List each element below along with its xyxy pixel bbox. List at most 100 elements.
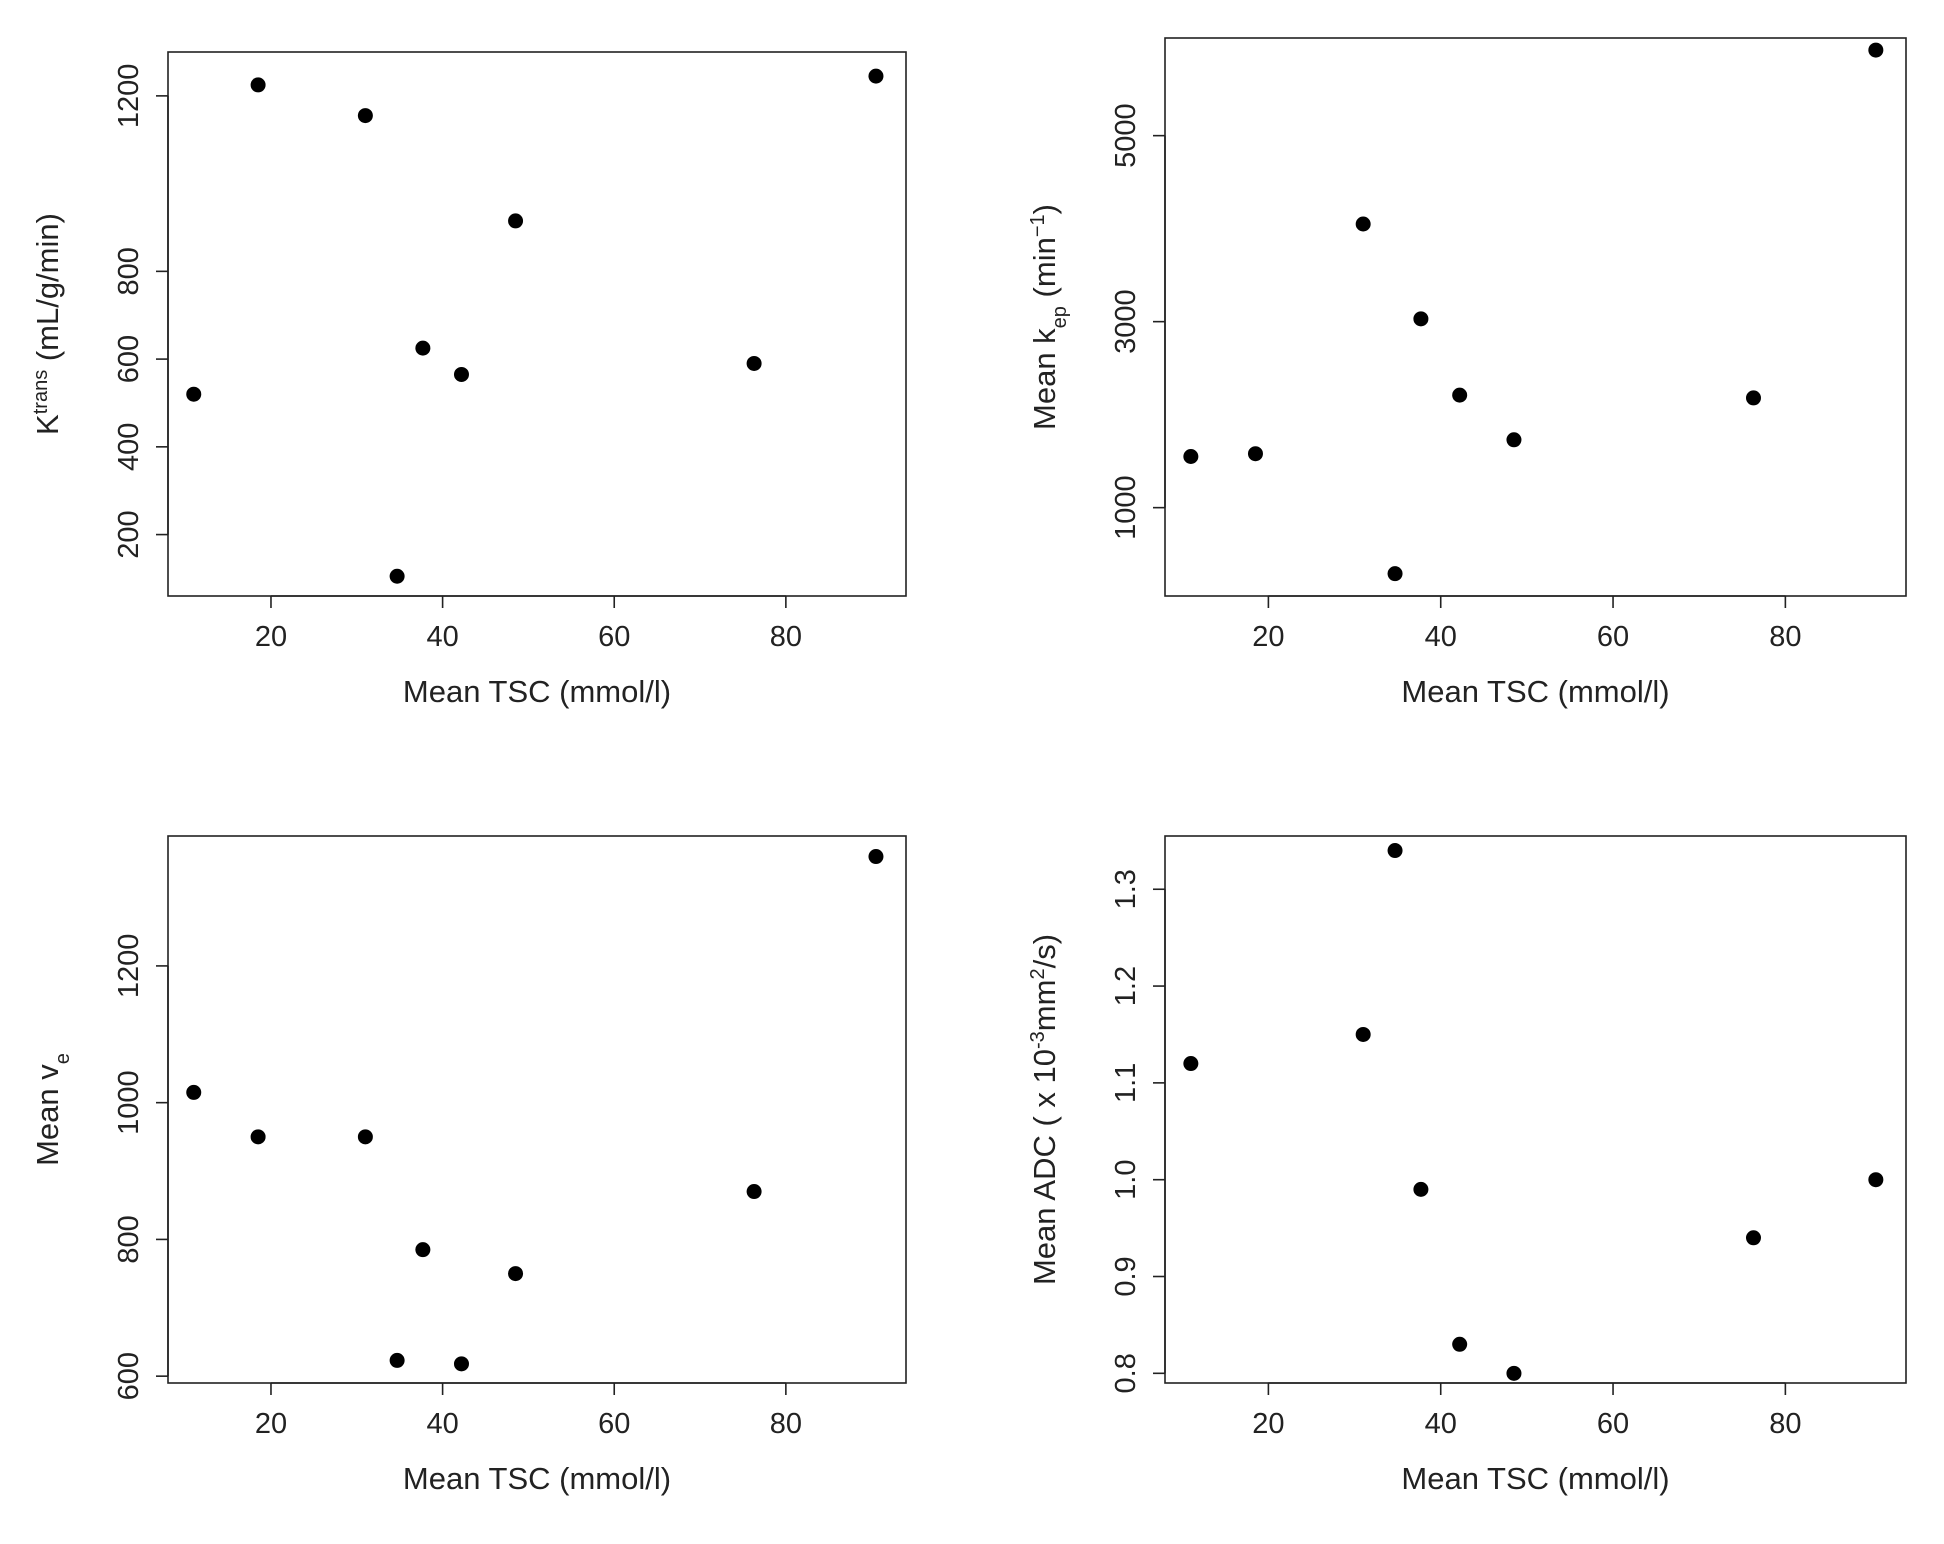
chart-4-x-tick-label: 20 bbox=[1252, 1408, 1284, 1440]
chart-1-y-tick-label: 800 bbox=[113, 247, 145, 295]
chart-3-data-point-3 bbox=[357, 1129, 373, 1145]
chart-2-data-point-9 bbox=[1868, 42, 1884, 58]
chart-2-x-tick-label: 20 bbox=[1252, 621, 1284, 653]
chart-3: 20 40 60 80 600 800 1000 1200 Mean TSC (mmol/l) M… bbox=[30, 835, 907, 1496]
chart-1: 20 40 60 80 200 400 600 800 1200 Mean TSC (mmol/l… bbox=[30, 51, 907, 709]
chart-4-data-point-4 bbox=[1413, 1181, 1429, 1197]
chart-2-data-point-7 bbox=[1506, 432, 1522, 448]
chart-2-x-tick-label: 60 bbox=[1597, 621, 1629, 653]
y-axis-label-part: ) bbox=[1027, 204, 1062, 214]
chart-2-x-axis-label: Mean TSC (mmol/l) bbox=[1401, 674, 1669, 709]
chart-4-plot-frame bbox=[1164, 835, 1907, 1384]
chart-1-data-point-8 bbox=[746, 355, 762, 371]
chart-3-data-point-5 bbox=[415, 1242, 431, 1258]
chart-1-y-tick-label: 400 bbox=[113, 423, 145, 471]
y-axis-label-part: -3 bbox=[1027, 1031, 1049, 1049]
chart-4-x-axis-label: Mean TSC (mmol/l) bbox=[1401, 1461, 1669, 1496]
chart-3-data-point-8 bbox=[746, 1184, 762, 1200]
chart-2-data-point-5 bbox=[1413, 311, 1429, 327]
chart-2-data-point-8 bbox=[1745, 390, 1761, 406]
chart-4-data-point-2 bbox=[1355, 1026, 1371, 1042]
chart-4-x-tick-label: 80 bbox=[1769, 1408, 1801, 1440]
y-axis-label-part: e bbox=[52, 1053, 74, 1064]
chart-3-y-axis-label: Mean ve bbox=[30, 1053, 74, 1166]
y-axis-label-part: Mean ADC ( x 10 bbox=[1027, 1049, 1062, 1285]
y-axis-label-part: trans bbox=[30, 370, 52, 414]
chart-3-y-tick-label: 800 bbox=[113, 1215, 145, 1263]
y-axis-label-part: −1 bbox=[1027, 214, 1049, 237]
chart-4-data-point-6 bbox=[1506, 1365, 1522, 1381]
chart-1-data-point-3 bbox=[357, 108, 373, 124]
chart-2-data-point-1 bbox=[1183, 449, 1199, 464]
chart-1-data-point-2 bbox=[250, 77, 266, 93]
y-axis-label-part: Mean k bbox=[1027, 328, 1062, 430]
chart-3-plot-frame bbox=[167, 835, 907, 1384]
chart-4-y-tick-label: 1.3 bbox=[1110, 869, 1142, 909]
chart-3-y-tick-label: 1000 bbox=[113, 1070, 145, 1135]
chart-4-y-tick-label: 1.0 bbox=[1110, 1160, 1142, 1200]
chart-2-y-axis-label: Mean kep (min−1) bbox=[1027, 204, 1071, 430]
chart-4: 20 40 60 80 0.8 0.9 1.0 1.1 1.2 1.3 Mean TSC (mmol… bbox=[1027, 835, 1907, 1496]
chart-2-plot-frame bbox=[1164, 37, 1907, 597]
chart-3-y-tick-label: 600 bbox=[113, 1352, 145, 1400]
chart-3-y-tick-label: 1200 bbox=[113, 934, 145, 999]
chart-1-x-tick-label: 40 bbox=[426, 621, 458, 653]
chart-1-y-axis-label: Ktrans (mL/g/min) bbox=[30, 213, 65, 435]
chart-1-data-point-1 bbox=[186, 386, 202, 402]
chart-3-x-tick-label: 20 bbox=[255, 1408, 287, 1440]
chart-4-x-tick-label: 60 bbox=[1597, 1408, 1629, 1440]
chart-3-data-point-9 bbox=[868, 849, 884, 865]
chart-2-y-tick-label: 3000 bbox=[1110, 289, 1142, 354]
chart-2-y-tick-label: 5000 bbox=[1110, 103, 1142, 168]
chart-3-x-tick-label: 60 bbox=[598, 1408, 630, 1440]
y-axis-label-part: (mL/g/min) bbox=[30, 213, 65, 370]
chart-4-x-tick-label: 40 bbox=[1425, 1408, 1457, 1440]
chart-3-x-axis-label: Mean TSC (mmol/l) bbox=[403, 1461, 671, 1496]
chart-1-plot-frame bbox=[167, 51, 907, 597]
chart-2-y-tick-label: 1000 bbox=[1110, 475, 1142, 540]
y-axis-label-part: /s) bbox=[1027, 934, 1062, 968]
chart-1-data-point-7 bbox=[508, 213, 524, 229]
chart-3-data-point-4 bbox=[389, 1352, 405, 1368]
y-axis-label-part: Mean v bbox=[30, 1064, 65, 1166]
chart-4-y-tick-label: 1.2 bbox=[1110, 966, 1142, 1006]
chart-2-data-point-2 bbox=[1247, 446, 1263, 462]
chart-1-data-point-5 bbox=[415, 340, 431, 356]
chart-2-data-point-3 bbox=[1355, 216, 1371, 232]
chart-2-x-tick-label: 80 bbox=[1769, 621, 1801, 653]
y-axis-label-part: (min bbox=[1027, 237, 1062, 306]
chart-4-y-tick-label: 0.9 bbox=[1110, 1256, 1142, 1296]
chart-1-y-tick-label: 600 bbox=[113, 335, 145, 383]
chart-4-data-point-5 bbox=[1452, 1336, 1468, 1352]
chart-1-x-tick-label: 60 bbox=[598, 621, 630, 653]
chart-1-y-tick-label: 1200 bbox=[113, 64, 145, 129]
chart-1-x-axis-label: Mean TSC (mmol/l) bbox=[403, 674, 671, 709]
chart-3-data-point-2 bbox=[250, 1129, 266, 1145]
chart-3-data-point-6 bbox=[453, 1356, 469, 1372]
chart-1-y-tick-label: 200 bbox=[113, 510, 145, 558]
chart-4-y-tick-label: 0.8 bbox=[1110, 1353, 1142, 1393]
chart-4-data-point-1 bbox=[1183, 1056, 1199, 1072]
chart-2-data-point-4 bbox=[1387, 566, 1403, 582]
chart-2: 20 40 60 80 1000 3000 5000 Mean TSC (mmol/l) Mea… bbox=[1027, 37, 1907, 709]
chart-4-data-point-7 bbox=[1745, 1230, 1761, 1246]
chart-4-y-tick-label: 1.1 bbox=[1110, 1063, 1142, 1103]
chart-1-data-point-4 bbox=[389, 568, 405, 584]
y-axis-label-part: 2 bbox=[1027, 968, 1049, 979]
chart-4-data-point-3 bbox=[1387, 843, 1403, 859]
y-axis-label-part: ep bbox=[1049, 306, 1071, 328]
chart-4-y-axis-label: Mean ADC ( x 10-3mm2/s) bbox=[1027, 934, 1062, 1285]
y-axis-label-part: mm bbox=[1027, 980, 1062, 1032]
chart-1-data-point-6 bbox=[453, 366, 469, 382]
chart-3-data-point-1 bbox=[186, 1084, 202, 1100]
chart-4-data-point-8 bbox=[1868, 1172, 1884, 1188]
chart-3-x-tick-label: 40 bbox=[426, 1408, 458, 1440]
chart-3-x-tick-label: 80 bbox=[770, 1408, 802, 1440]
chart-1-data-point-9 bbox=[868, 68, 884, 84]
chart-1-x-tick-label: 20 bbox=[255, 621, 287, 653]
chart-2-x-tick-label: 40 bbox=[1425, 621, 1457, 653]
chart-3-data-point-7 bbox=[508, 1266, 524, 1282]
y-axis-label-part: K bbox=[30, 414, 65, 435]
chart-2-data-point-6 bbox=[1452, 387, 1468, 403]
chart-1-x-tick-label: 80 bbox=[770, 621, 802, 653]
